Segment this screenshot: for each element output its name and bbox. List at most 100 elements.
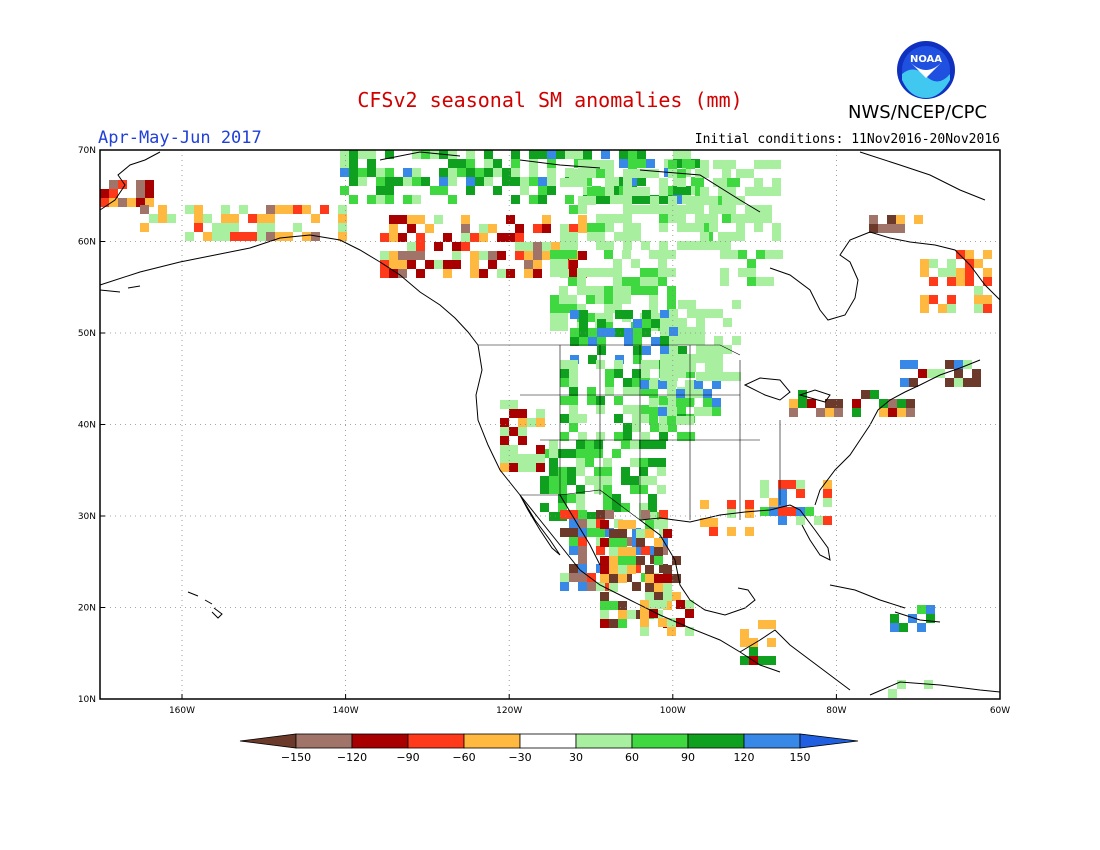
anomaly-cell: [569, 205, 578, 214]
anomaly-cell: [466, 150, 475, 159]
colorbar-label: −150: [281, 751, 311, 764]
anomaly-cell: [549, 512, 558, 521]
anomaly-cell: [275, 232, 284, 241]
colorbar-segment: [743, 733, 801, 749]
anomaly-cell: [302, 232, 311, 241]
anomaly-cell: [550, 295, 559, 304]
anomaly-cell: [536, 454, 545, 463]
anomaly-cell: [559, 250, 568, 259]
anomaly-cell: [587, 387, 596, 396]
anomaly-cell: [577, 304, 586, 313]
anomaly-cell: [547, 177, 556, 186]
anomaly-cell: [787, 507, 796, 516]
anomaly-cell: [639, 485, 648, 494]
anomaly-cell: [686, 241, 695, 250]
anomaly-cell: [700, 160, 709, 169]
lat-label: 10N: [78, 695, 96, 705]
anomaly-cell: [618, 556, 627, 565]
anomaly-cell: [787, 480, 796, 489]
anomaly-cell: [974, 295, 983, 304]
anomaly-cell: [732, 300, 741, 309]
anomaly-cell: [578, 224, 587, 233]
anomaly-cell: [623, 432, 632, 441]
anomaly-cell: [569, 510, 578, 519]
anomaly-cell: [654, 538, 663, 547]
anomaly-cell: [685, 398, 694, 407]
anomaly-cell: [630, 440, 639, 449]
coastlines: [99, 151, 1001, 696]
anomaly-cell: [583, 177, 592, 186]
anomaly-cell: [549, 476, 558, 485]
anomaly-cell: [576, 503, 585, 512]
anomaly-cell: [569, 269, 578, 278]
anomaly-cell: [649, 407, 658, 416]
anomaly-cell: [340, 150, 349, 159]
anomaly-cell: [618, 538, 627, 547]
anomaly-cell: [974, 286, 983, 295]
anomaly-cell: [558, 476, 567, 485]
colorbar-segment: [687, 733, 745, 749]
anomaly-cell: [293, 223, 302, 232]
anomaly-cell: [664, 186, 673, 195]
anomaly-cell: [676, 389, 685, 398]
anomaly-cell: [583, 150, 592, 159]
anomaly-cell: [897, 680, 906, 689]
anomaly-cell: [657, 458, 666, 467]
anomaly-cell: [890, 623, 899, 632]
anomaly-cell: [500, 418, 509, 427]
anomaly-cell: [929, 295, 938, 304]
anomaly-cell: [740, 656, 749, 665]
anomaly-cell: [623, 214, 632, 223]
anomaly-cell: [965, 277, 974, 286]
anomaly-cell: [807, 399, 816, 408]
anomaly-cell: [627, 610, 636, 619]
anomaly-cell: [266, 232, 275, 241]
anomaly-cell: [667, 268, 676, 277]
anomaly-cell: [559, 259, 568, 268]
anomaly-cell: [416, 269, 425, 278]
anomaly-cell: [609, 547, 618, 556]
anomaly-cell: [651, 337, 660, 346]
anomaly-cell: [506, 215, 515, 224]
anomaly-cell: [349, 177, 358, 186]
anomaly-cell: [587, 396, 596, 405]
anomaly-cell: [559, 304, 568, 313]
anomaly-cell: [695, 196, 704, 205]
anomaly-cell: [596, 241, 605, 250]
anomaly-cell: [654, 592, 663, 601]
anomaly-cell: [727, 205, 736, 214]
noaa-logo: NOAA: [897, 41, 955, 99]
anomaly-cell: [663, 574, 672, 583]
anomaly-cell: [577, 277, 586, 286]
anomaly-cell: [648, 440, 657, 449]
anomaly-cell: [713, 160, 722, 169]
anomaly-cell: [540, 503, 549, 512]
anomaly-cell: [511, 177, 520, 186]
anomaly-cell: [796, 480, 805, 489]
anomaly-cell: [542, 224, 551, 233]
anomaly-cell: [646, 159, 655, 168]
anomaly-cell: [311, 214, 320, 223]
anomaly-cell: [649, 389, 658, 398]
lat-label: 50N: [78, 329, 96, 339]
anomaly-cell: [963, 378, 972, 387]
lat-label: 30N: [78, 512, 96, 522]
anomaly-cell: [569, 564, 578, 573]
anomaly-cell: [632, 369, 641, 378]
anomaly-cell: [615, 310, 624, 319]
anomaly-cell: [633, 346, 642, 355]
colorbar-label: 90: [681, 751, 695, 764]
anomaly-cell: [549, 440, 558, 449]
lon-label: 60W: [990, 706, 1010, 716]
anomaly-cell: [470, 260, 479, 269]
anomaly-cell: [578, 432, 587, 441]
anomaly-cell: [596, 169, 605, 178]
anomaly-cell: [533, 251, 542, 260]
anomaly-cell: [569, 423, 578, 432]
anomaly-cell: [823, 498, 832, 507]
anomaly-cell: [632, 564, 641, 573]
anomaly-cell: [685, 600, 694, 609]
anomaly-cell: [740, 638, 749, 647]
anomaly-cell: [648, 476, 657, 485]
anomaly-cell: [596, 432, 605, 441]
